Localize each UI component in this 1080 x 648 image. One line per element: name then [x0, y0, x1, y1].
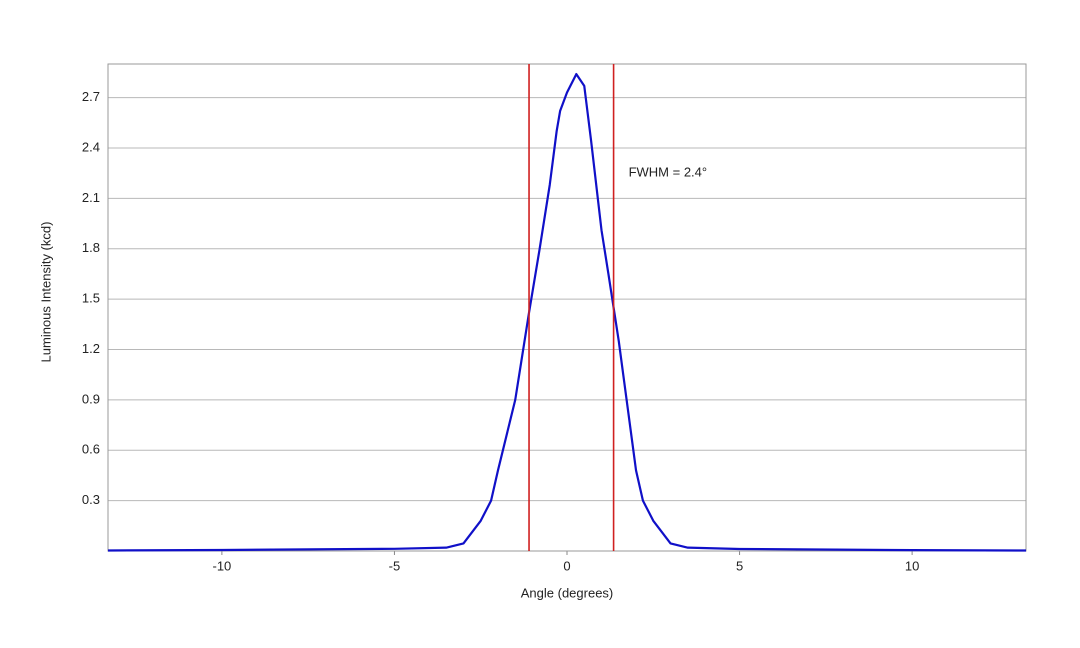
y-tick-label: 0.3 [82, 492, 100, 507]
y-tick-label: 0.6 [82, 442, 100, 457]
y-tick-label: 2.1 [82, 190, 100, 205]
y-tick-label: 1.2 [82, 341, 100, 356]
y-tick-label: 1.5 [82, 291, 100, 306]
y-tick-label: 2.7 [82, 89, 100, 104]
annotation: FWHM = 2.4° [629, 164, 708, 179]
y-tick-label: 1.8 [82, 240, 100, 255]
data-line [107, 72, 1027, 552]
y-tick-label: 2.4 [82, 139, 100, 154]
plot-border [107, 63, 1027, 552]
x-tick-label: 5 [736, 558, 743, 573]
x-tick-label: 10 [905, 558, 919, 573]
x-tick-label: -10 [212, 558, 231, 573]
y-tick-label: 0.9 [82, 391, 100, 406]
y-axis-label: Luminous Intensity (kcd) [38, 222, 53, 363]
x-tick-label: -5 [389, 558, 401, 573]
x-tick-label: 0 [563, 558, 570, 573]
x-axis-label: Angle (degrees) [521, 585, 614, 600]
